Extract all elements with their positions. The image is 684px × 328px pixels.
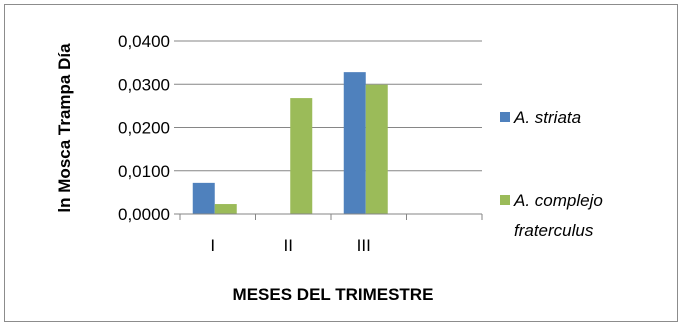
y-tick-label: 0,0400 bbox=[118, 32, 170, 51]
y-axis-title: ln Mosca Trampa Día bbox=[55, 43, 74, 213]
chart-frame bbox=[4, 4, 678, 322]
y-tick-label: 0,0100 bbox=[118, 162, 170, 181]
bar bbox=[343, 72, 366, 214]
legend-label: A. striata bbox=[513, 108, 581, 127]
bar bbox=[192, 182, 215, 214]
bar bbox=[290, 98, 313, 214]
legend-swatch bbox=[500, 195, 510, 205]
gridlines bbox=[180, 40, 482, 172]
legend-label: fraterculus bbox=[514, 221, 594, 240]
bars bbox=[192, 72, 388, 215]
y-axis-ticks: 0,0000 0,0100 0,0200 0,0300 0,0400 bbox=[118, 32, 180, 224]
y-tick-label: 0,0300 bbox=[118, 75, 170, 94]
bar bbox=[214, 204, 237, 214]
x-tick-label: III bbox=[357, 236, 371, 255]
bar bbox=[365, 84, 388, 215]
legend-swatch bbox=[500, 112, 510, 122]
y-tick-label: 0,0200 bbox=[118, 119, 170, 138]
legend: A. striata A. complejo fraterculus bbox=[500, 108, 603, 240]
legend-label: A. complejo bbox=[513, 191, 603, 210]
x-axis-ticks: I II III bbox=[179, 214, 483, 255]
x-tick-label: I bbox=[210, 236, 215, 255]
y-tick-label: 0,0000 bbox=[118, 205, 170, 224]
x-tick-label: II bbox=[284, 236, 293, 255]
x-axis-title: MESES DEL TRIMESTRE bbox=[233, 285, 434, 304]
